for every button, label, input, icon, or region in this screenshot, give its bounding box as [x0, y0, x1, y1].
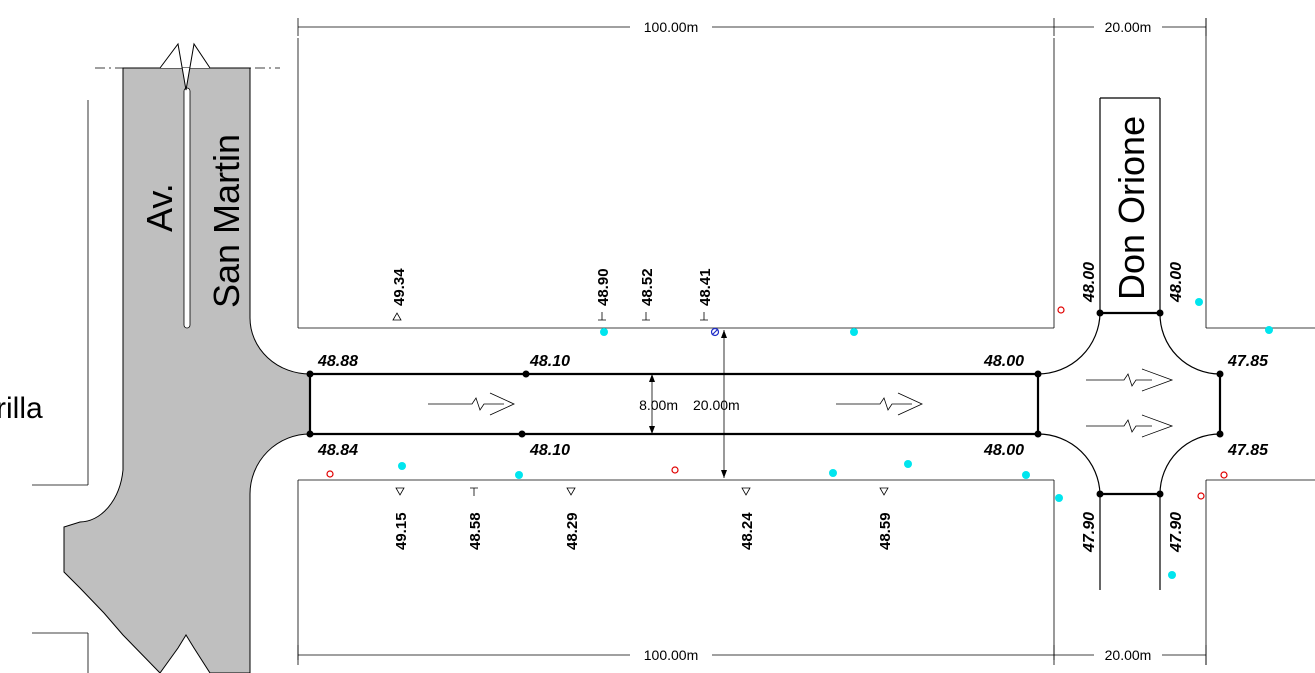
- block-outlines: [297, 18, 1315, 665]
- road-level-labels: 48.88 48.10 48.00 48.84 48.10 48.00 47.8…: [317, 262, 1269, 553]
- road-level-start-top: 48.88: [317, 353, 358, 370]
- road-level-mid-bottom: 48.10: [529, 442, 570, 459]
- flow-arrow-icon: [836, 392, 923, 416]
- street-label-av: Av.: [139, 183, 180, 232]
- blue-marker: [710, 327, 720, 337]
- tee-icon: [598, 312, 606, 321]
- tee-icon: [700, 312, 708, 321]
- dim-top-20: 20.00m: [1105, 19, 1152, 35]
- left-lot-lines: [32, 100, 89, 673]
- street-names: Av. San Martin Don Orione rilla: [0, 116, 1152, 425]
- spot-levels-bottom: 49.15 48.58 48.29 48.24 48.59: [393, 512, 894, 550]
- road-level-mid-top: 48.10: [529, 353, 570, 370]
- cyan-markers: [398, 298, 1273, 579]
- down-triangle-icon: [879, 487, 889, 496]
- dimension-lines: [297, 18, 1207, 665]
- avenue-median: [183, 87, 191, 329]
- spot-level-label: 48.90: [595, 268, 612, 306]
- flow-arrow-icon: [1086, 414, 1174, 438]
- down-triangle-icon: [395, 487, 405, 496]
- flow-arrow-icon: [428, 392, 515, 416]
- dim-bottom-100: 100.00m: [644, 647, 698, 663]
- road-level-end-top: 48.00: [983, 353, 1024, 370]
- spot-level-label: 48.59: [877, 512, 894, 550]
- main-street: [308, 372, 1040, 436]
- road-nodes: [306, 309, 1224, 498]
- spot-levels-top: 49.34 48.90 48.52 48.41: [391, 268, 714, 306]
- road-level-int-right-top: 48.00: [1168, 262, 1185, 303]
- break-line-bottom: [159, 634, 211, 673]
- up-triangle-icon: [392, 312, 402, 321]
- don-orione-street: [1037, 97, 1222, 590]
- dim-street-width: 8.00m: [639, 397, 678, 413]
- avenue-san-martin: [63, 42, 311, 673]
- spot-level-label: 49.34: [391, 268, 408, 306]
- dim-lot-width: 20.00m: [693, 397, 740, 413]
- down-triangle-icon: [741, 487, 751, 496]
- break-line-top: [159, 42, 211, 91]
- road-level-east-top: 47.85: [1227, 353, 1269, 370]
- road-level-start-bottom: 48.84: [317, 442, 358, 459]
- dim-bottom-20: 20.00m: [1105, 647, 1152, 663]
- spot-level-label: 48.41: [697, 268, 714, 306]
- spot-level-label: 48.58: [467, 512, 484, 550]
- red-markers: [326, 306, 1228, 500]
- spot-level-label: 48.29: [564, 512, 581, 550]
- street-label-left-fragment: rilla: [0, 392, 43, 425]
- spot-level-label: 48.24: [739, 512, 756, 550]
- road-level-int-right-bottom: 47.90: [1168, 512, 1185, 553]
- down-triangle-icon: [566, 487, 576, 496]
- street-label-san-martin: San Martin: [206, 134, 247, 308]
- spot-level-label: 48.52: [639, 268, 656, 306]
- tee-down-icon: [470, 487, 478, 496]
- tee-icon: [642, 312, 650, 321]
- road-level-int-left-bottom: 47.90: [1081, 512, 1098, 553]
- dim-top-100: 100.00m: [644, 19, 698, 35]
- road-level-end-bottom: 48.00: [983, 442, 1024, 459]
- spot-level-label: 49.15: [393, 512, 410, 550]
- road-level-int-left-top: 48.00: [1081, 262, 1098, 303]
- street-label-don-orione: Don Orione: [1111, 116, 1152, 300]
- flow-arrows: [428, 368, 1174, 438]
- road-level-east-bottom: 47.85: [1227, 442, 1269, 459]
- dimension-labels: 100.00m 20.00m 100.00m 20.00m 8.00m 20.0…: [639, 19, 1151, 663]
- flow-arrow-icon: [1086, 368, 1174, 392]
- avenue-fill: [63, 67, 311, 673]
- spot-symbols: [392, 312, 889, 496]
